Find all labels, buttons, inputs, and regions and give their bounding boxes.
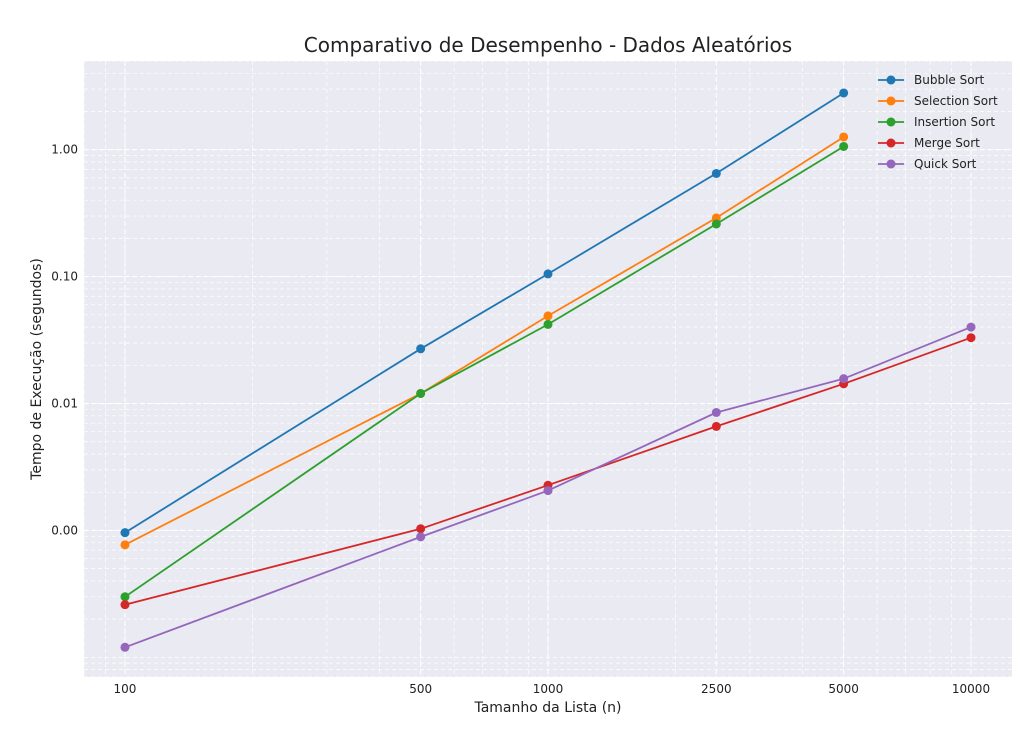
- x-tick-label: 1000: [533, 682, 564, 696]
- legend-item-bubble-sort: Bubble Sort: [878, 73, 984, 87]
- data-point-merge-sort: [120, 600, 130, 610]
- data-point-bubble-sort: [711, 168, 721, 178]
- x-tick-label: 10000: [952, 682, 990, 696]
- data-point-merge-sort: [966, 333, 976, 343]
- legend-marker: [886, 117, 896, 127]
- y-tick-label: 1.00: [51, 143, 78, 157]
- y-axis-title: Tempo de Execução (segundos): [29, 258, 45, 481]
- data-point-bubble-sort: [120, 528, 130, 538]
- legend-marker: [886, 138, 896, 148]
- series-line-merge-sort: [124, 336, 972, 606]
- data-point-bubble-sort: [416, 344, 426, 354]
- data-point-insertion-sort: [543, 319, 553, 329]
- series-line-quick-sort: [124, 326, 972, 649]
- series-bubble-sort: [120, 88, 849, 538]
- data-point-quick-sort: [966, 322, 976, 332]
- series-layer: [120, 88, 976, 652]
- y-tick-label: 0.10: [51, 270, 78, 284]
- series-selection-sort: [120, 132, 849, 550]
- data-point-insertion-sort: [711, 219, 721, 229]
- data-point-quick-sort: [416, 532, 426, 542]
- data-point-selection-sort: [543, 311, 553, 321]
- legend-label: Selection Sort: [914, 94, 998, 108]
- legend-item-selection-sort: Selection Sort: [878, 94, 998, 108]
- data-point-quick-sort: [543, 486, 553, 496]
- legend: Bubble Sort Selection Sort Insertion Sort M…: [878, 73, 998, 171]
- y-tick-label: 0.00: [51, 523, 78, 537]
- legend-item-quick-sort: Quick Sort: [878, 157, 977, 171]
- data-point-merge-sort: [416, 524, 426, 534]
- data-point-bubble-sort: [839, 88, 849, 98]
- axis-ticks: 100 500 1000 2500 5000 10000 0.00 0.01 0.10 1.00: [51, 143, 990, 696]
- legend-label: Insertion Sort: [914, 115, 995, 129]
- data-point-quick-sort: [120, 642, 130, 652]
- data-point-merge-sort: [711, 421, 721, 431]
- series-insertion-sort: [120, 141, 849, 602]
- x-tick-label: 500: [409, 682, 432, 696]
- x-tick-label: 100: [114, 682, 137, 696]
- legend-label: Bubble Sort: [914, 73, 984, 87]
- x-axis-title: Tamanho da Lista (n): [473, 700, 621, 716]
- legend-item-merge-sort: Merge Sort: [878, 136, 980, 150]
- legend-item-insertion-sort: Insertion Sort: [878, 115, 995, 129]
- data-point-quick-sort: [839, 374, 849, 384]
- legend-marker: [886, 159, 896, 169]
- series-quick-sort: [120, 322, 976, 652]
- x-tick-label: 5000: [828, 682, 859, 696]
- legend-label: Merge Sort: [914, 136, 980, 150]
- data-point-selection-sort: [120, 540, 130, 550]
- data-point-selection-sort: [839, 132, 849, 142]
- data-point-quick-sort: [711, 407, 721, 417]
- legend-marker: [886, 96, 896, 106]
- grid: [83, 60, 1012, 678]
- data-point-bubble-sort: [543, 269, 553, 279]
- data-point-insertion-sort: [120, 592, 130, 602]
- data-point-insertion-sort: [839, 141, 849, 151]
- y-tick-label: 0.01: [51, 397, 78, 411]
- legend-label: Quick Sort: [914, 157, 977, 171]
- legend-marker: [886, 75, 896, 85]
- chart-title: Comparativo de Desempenho - Dados Aleató…: [304, 33, 792, 57]
- data-point-insertion-sort: [416, 388, 426, 398]
- x-tick-label: 2500: [701, 682, 732, 696]
- series-merge-sort: [120, 333, 976, 610]
